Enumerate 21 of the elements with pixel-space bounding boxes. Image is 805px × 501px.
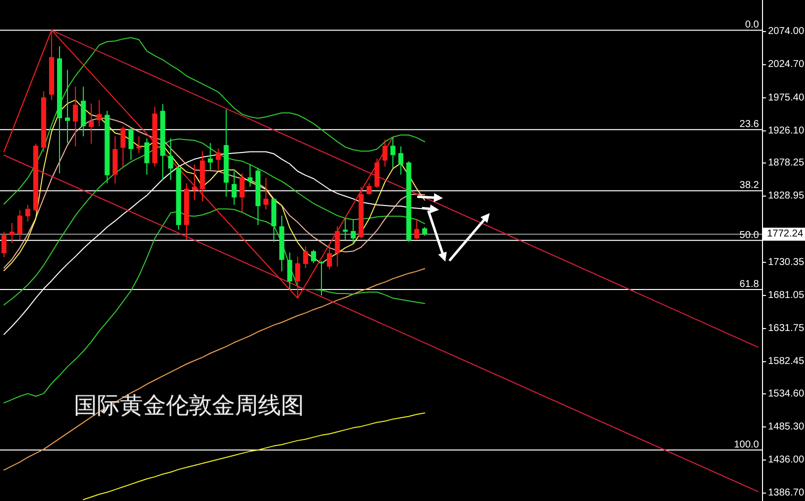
annotation: 38.2 (740, 180, 760, 192)
y-tick-label: 1878.25 (768, 158, 805, 169)
y-tick-label: 1582.45 (768, 356, 805, 368)
y-tick-label: 1631.75 (768, 323, 805, 334)
price-label: 1772.24 (763, 228, 805, 241)
annotation: 61.8 (740, 278, 760, 290)
annotation: 23.6 (740, 119, 760, 130)
y-tick-label: 1436.00 (768, 454, 805, 466)
y-tick-label: 1975.40 (768, 92, 805, 104)
y-tick-label: 1681.05 (768, 290, 805, 301)
y-tick-label: 1386.70 (768, 488, 805, 499)
annotation: 0.0 (745, 20, 760, 31)
y-tick-label: 1485.30 (768, 421, 805, 432)
y-tick-label: 1534.60 (768, 388, 805, 400)
y-tick-label: 2074.00 (768, 26, 805, 38)
y-tick-label: 2024.70 (768, 59, 805, 70)
y-tick-label: 1926.10 (768, 125, 805, 136)
ref-line-label: 1772.24 (767, 228, 804, 240)
annotation: 100.0 (734, 439, 760, 450)
y-tick-label: 1730.35 (768, 256, 805, 268)
y-tick-label: 1828.95 (768, 190, 805, 202)
